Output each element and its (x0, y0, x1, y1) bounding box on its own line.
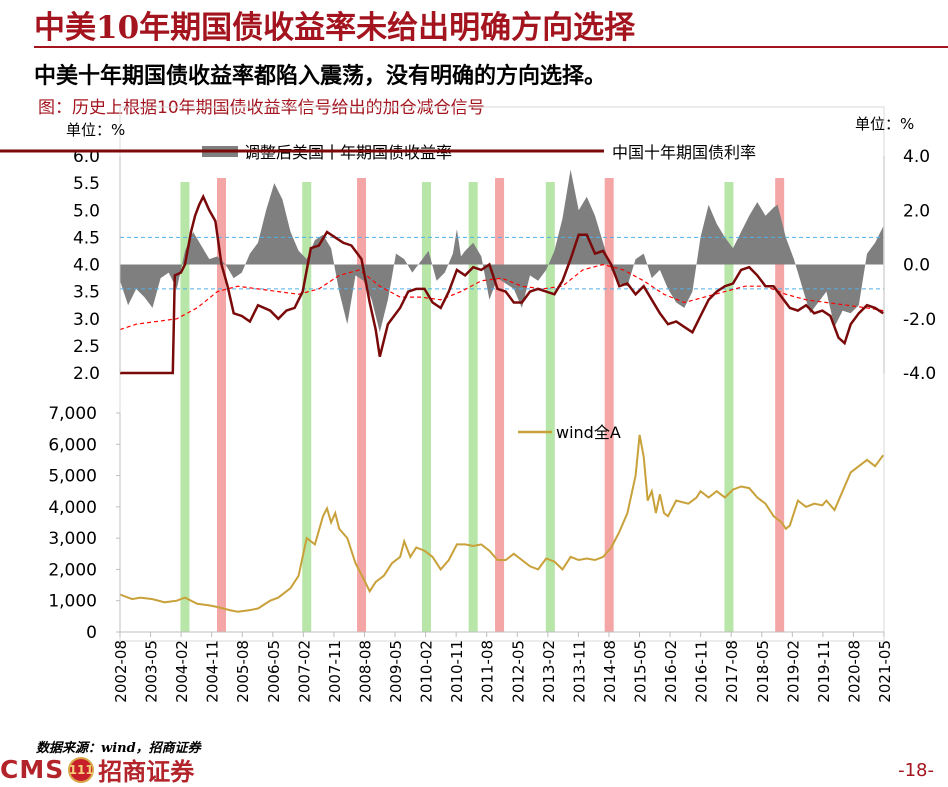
x-tick-label-19: 2016-11 (693, 640, 711, 703)
x-tick-label-2: 2004-02 (173, 640, 191, 703)
upper-left-tick-label-3: 4.5 (73, 228, 100, 248)
x-tick-label-23: 2019-11 (815, 640, 833, 703)
logo-cn-text: 招商证券 (98, 757, 195, 786)
x-tick-label-13: 2012-05 (509, 640, 527, 703)
sell-signal-band-4 (775, 178, 785, 632)
lower-y-tick-label-1: 6,000 (48, 435, 97, 455)
x-tick-label-4: 2005-08 (234, 640, 252, 703)
buy-signal-band-1 (302, 182, 312, 632)
x-tick-label-25: 2021-05 (876, 640, 894, 703)
x-tick-label-0: 2002-08 (112, 640, 130, 703)
buy-signal-band-3 (468, 182, 478, 632)
lower-y-tick-label-6: 1,000 (48, 592, 97, 612)
upper-left-tick-label-7: 2.5 (73, 337, 100, 357)
lower-y-tick-label-3: 4,000 (48, 498, 97, 518)
upper-right-tick-label-0: 4.0 (903, 147, 930, 167)
page-number: -18- (898, 760, 934, 781)
left-unit-label: 单位：% (66, 121, 125, 139)
lower-y-tick-label-2: 5,000 (48, 467, 97, 487)
upper-left-tick-label-8: 2.0 (73, 364, 100, 384)
x-tick-label-6: 2007-02 (295, 640, 313, 703)
sell-signal-band-2 (495, 178, 505, 632)
buy-signal-band-5 (724, 182, 734, 632)
figure-caption: 图：历史上根据10年期国债收益率信号给出的加仓减仓信号 (38, 98, 485, 118)
right-unit-label: 单位：% (855, 115, 914, 133)
x-tick-label-9: 2009-05 (387, 640, 405, 703)
upper-right-tick-label-3: -2.0 (903, 310, 936, 330)
sell-signal-band-3 (604, 178, 614, 632)
x-tick-label-14: 2013-02 (540, 640, 558, 703)
x-tick-label-24: 2020-08 (845, 640, 863, 703)
x-tick-label-21: 2018-05 (754, 640, 772, 703)
page-title: 中美10年期国债收益率未给出明确方向选择 (34, 10, 636, 46)
x-tick-label-17: 2015-05 (632, 640, 650, 703)
x-tick-label-12: 2011-08 (479, 640, 497, 703)
logo-latin-text: CMS (0, 755, 65, 784)
title-divider (34, 46, 948, 48)
x-tick-label-15: 2013-11 (570, 640, 588, 703)
x-tick-label-18: 2016-02 (662, 640, 680, 703)
cn-10y-yield-line (120, 193, 884, 375)
us-adjusted-yield-area (120, 169, 884, 333)
wind-all-a-line (119, 434, 885, 613)
x-tick-label-11: 2010-11 (448, 640, 466, 703)
upper-right-tick-label-1: 2.0 (903, 201, 930, 221)
logo-badge-icon: 111 (68, 756, 95, 783)
x-tick-label-22: 2019-02 (784, 640, 802, 703)
upper-left-tick-label-2: 5.0 (73, 201, 100, 221)
lower-y-tick-label-7: 0 (86, 623, 97, 643)
cn-yield-moving-average-line (119, 263, 884, 331)
sell-signal-band-0 (216, 178, 226, 632)
upper-left-tick-label-6: 3.0 (73, 310, 100, 330)
x-tick-label-7: 2007-11 (326, 640, 344, 703)
buy-signal-band-2 (421, 182, 431, 632)
page-subtitle: 中美十年期国债收益率都陷入震荡，没有明确的方向选择。 (34, 64, 607, 89)
lower-y-tick-label-0: 7,000 (48, 404, 97, 424)
x-tick-label-8: 2008-08 (356, 640, 374, 703)
lower-y-tick-label-5: 2,000 (48, 560, 97, 580)
upper-left-tick-label-4: 4.0 (73, 256, 100, 276)
buy-signal-band-0 (180, 182, 190, 632)
buy-signal-band-4 (545, 182, 555, 632)
legend-wind-label: wind全A (556, 423, 621, 442)
x-tick-label-20: 2017-08 (723, 640, 741, 703)
lower-y-tick-label-4: 3,000 (48, 529, 97, 549)
upper-right-tick-label-4: -4.0 (903, 364, 936, 384)
legend-cn-label: 中国十年期国债利率 (612, 143, 756, 162)
x-tick-label-1: 2003-05 (143, 640, 161, 703)
upper-left-tick-label-5: 3.5 (73, 283, 100, 303)
x-tick-label-5: 2006-05 (265, 640, 283, 703)
upper-right-tick-label-2: 0.0 (903, 256, 930, 276)
upper-left-tick-label-1: 5.5 (73, 174, 100, 194)
x-tick-label-10: 2010-02 (418, 640, 436, 703)
data-source: 数据来源：wind，招商证券 (36, 741, 201, 756)
x-tick-label-16: 2014-08 (601, 640, 619, 703)
x-tick-label-3: 2004-11 (204, 640, 222, 703)
sell-signal-band-1 (357, 178, 367, 632)
cms-logo: CMS 111 招商证券 (0, 753, 194, 786)
